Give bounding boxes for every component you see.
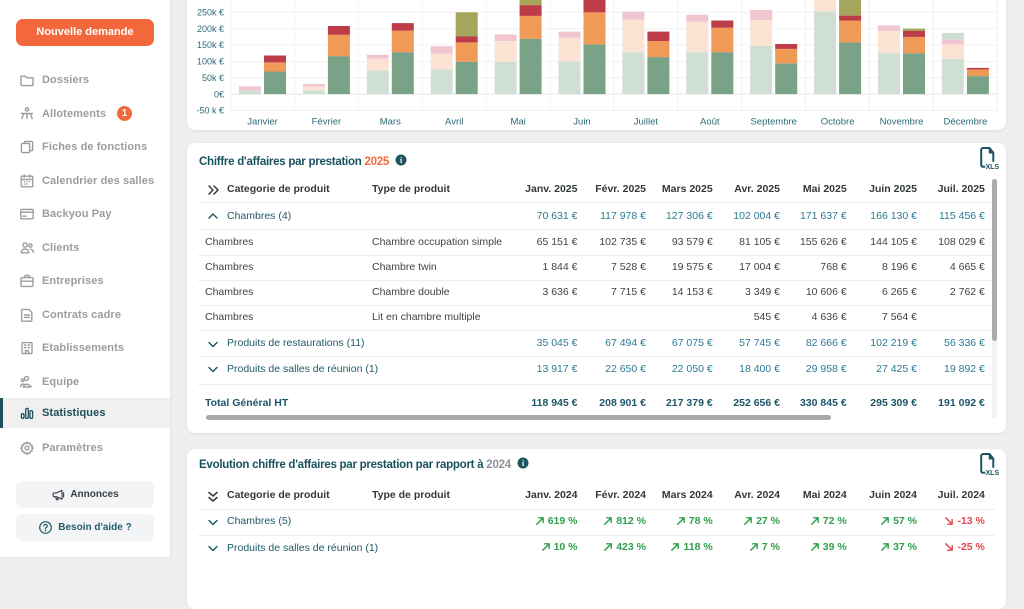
svg-text:200k €: 200k € bbox=[197, 24, 224, 34]
svg-text:Février: Février bbox=[312, 117, 342, 128]
svg-text:Juin: Juin bbox=[573, 117, 590, 128]
svg-text:i: i bbox=[522, 459, 525, 468]
svg-text:0€: 0€ bbox=[214, 89, 224, 99]
svg-text:Mai: Mai bbox=[510, 117, 525, 128]
svg-text:100k €: 100k € bbox=[197, 57, 224, 67]
svg-text:XLS: XLS bbox=[986, 164, 1000, 170]
svg-text:Octobre: Octobre bbox=[821, 117, 855, 128]
svg-text:150k €: 150k € bbox=[197, 40, 224, 50]
svg-text:-50 k €: -50 k € bbox=[196, 106, 224, 116]
svg-text:Mars: Mars bbox=[380, 117, 401, 128]
svg-text:XLS: XLS bbox=[986, 470, 1000, 476]
svg-text:Septembre: Septembre bbox=[750, 117, 796, 128]
svg-text:Août: Août bbox=[700, 117, 720, 128]
svg-text:250k €: 250k € bbox=[197, 8, 224, 18]
svg-text:i: i bbox=[400, 156, 403, 165]
svg-text:Avril: Avril bbox=[445, 117, 463, 128]
svg-text:50k €: 50k € bbox=[202, 73, 224, 83]
svg-text:Décembre: Décembre bbox=[943, 117, 987, 128]
svg-text:Juillet: Juillet bbox=[634, 117, 659, 128]
svg-text:Janvier: Janvier bbox=[247, 117, 278, 128]
svg-text:Novembre: Novembre bbox=[880, 117, 924, 128]
